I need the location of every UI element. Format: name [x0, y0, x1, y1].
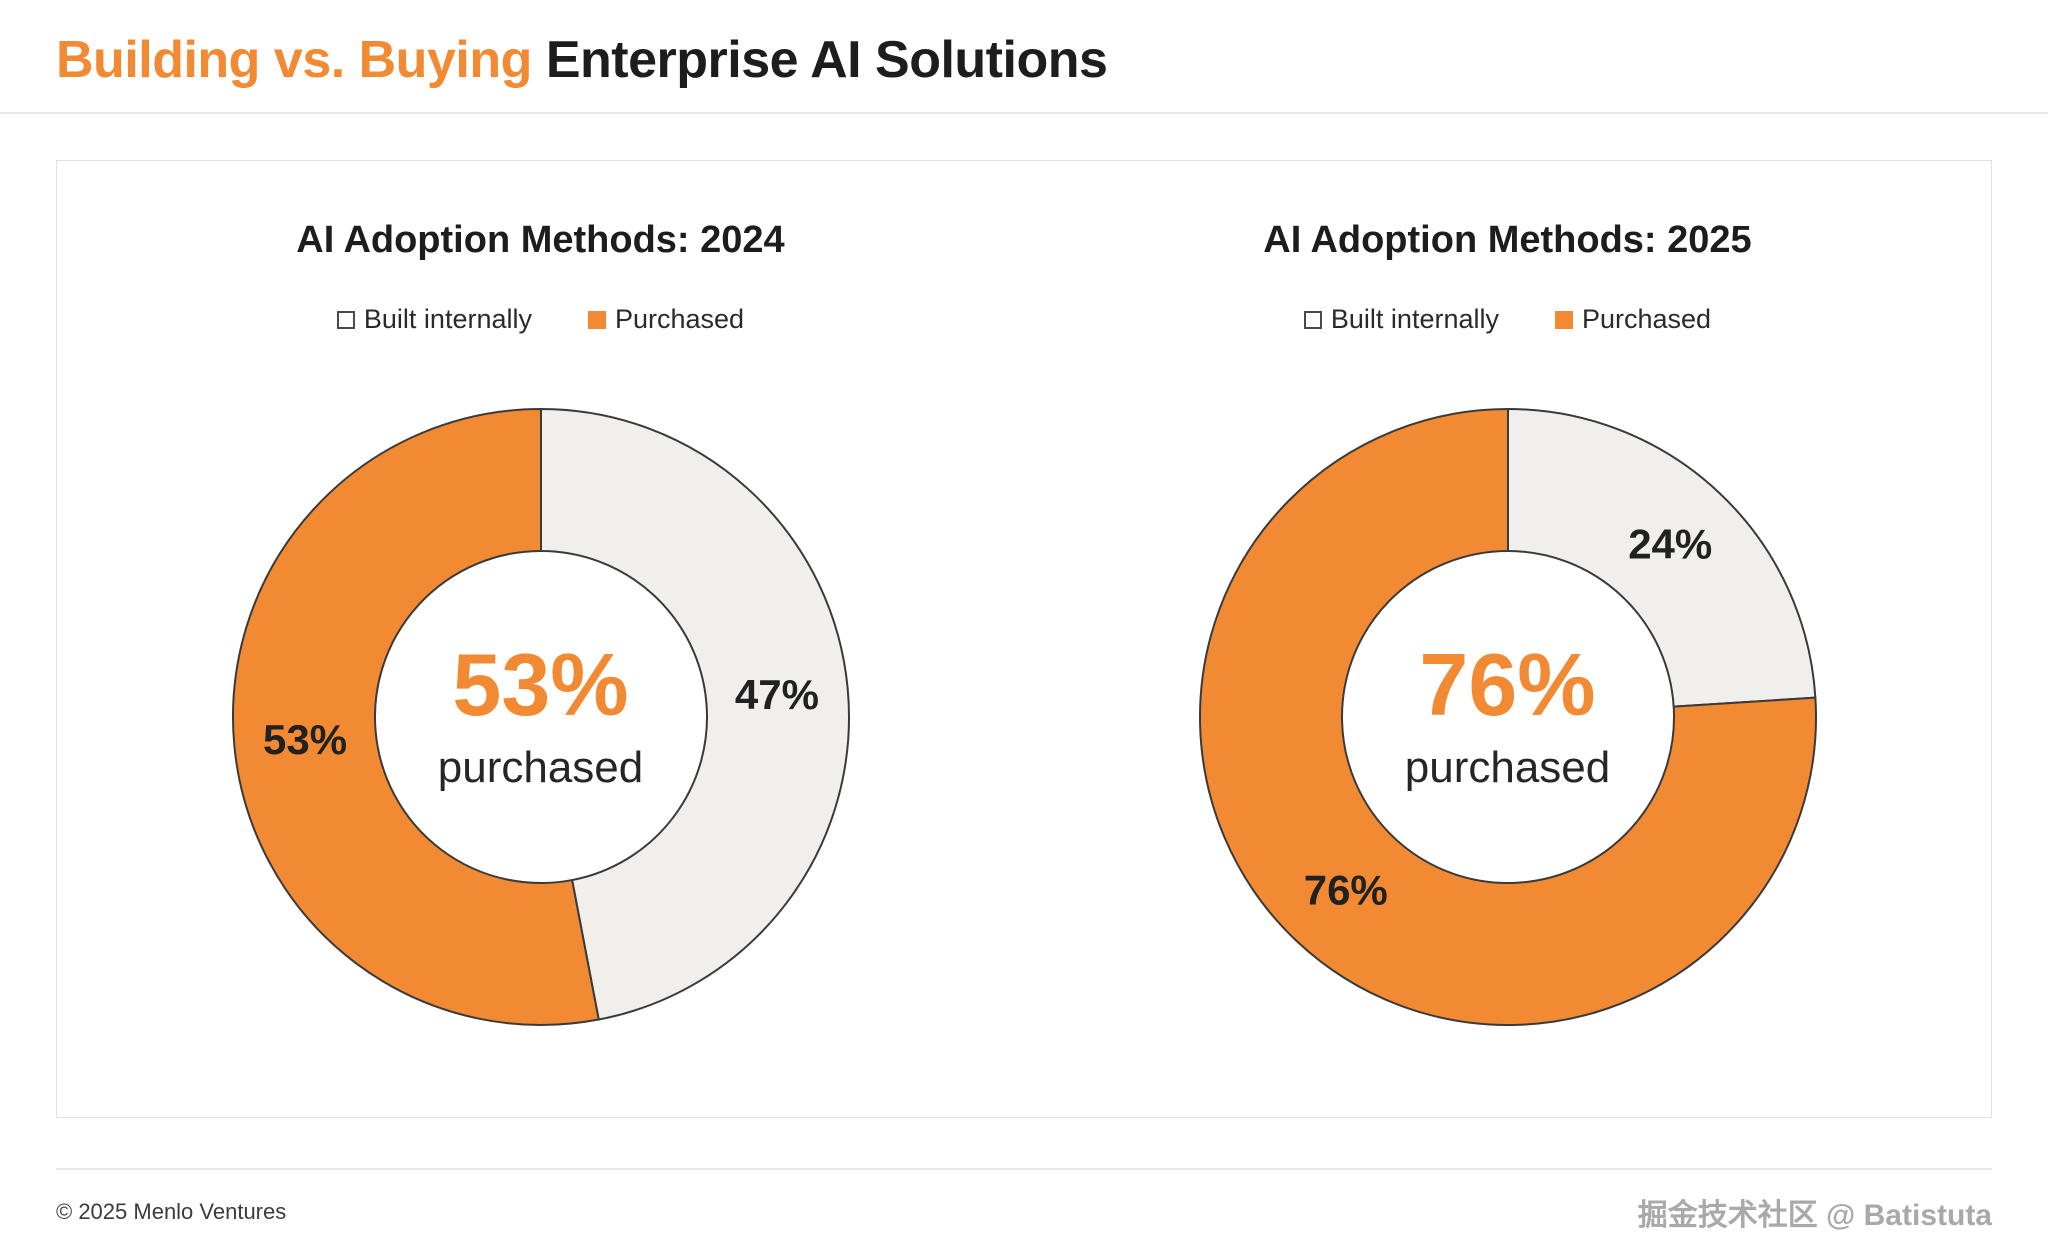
legend-2024: Built internally Purchased: [336, 304, 745, 335]
legend-item-purchased: Purchased: [1554, 304, 1712, 335]
donut-chart-2024: 47% 53% 53% purchased: [221, 397, 861, 1037]
chart-title-2025: AI Adoption Methods: 2025: [1263, 219, 1752, 261]
slice-label-built-internally: 47%: [734, 671, 818, 718]
legend-item-built-internally: Built internally: [336, 304, 532, 335]
legend-swatch-purchased-icon: [1554, 310, 1573, 329]
legend-label-built: Built internally: [1330, 304, 1499, 334]
slice-label-purchased: 76%: [1303, 866, 1387, 913]
legend-item-purchased: Purchased: [587, 304, 745, 335]
donut-chart-2025: 24% 76% 76% purchased: [1188, 397, 1828, 1037]
legend-label-purchased: Purchased: [614, 304, 745, 334]
legend-swatch-built-icon: [1303, 310, 1322, 329]
page-header: Building vs. Buying Enterprise AI Solutio…: [0, 0, 2048, 114]
legend-2025: Built internally Purchased: [1303, 304, 1712, 335]
copyright-text: © 2025 Menlo Ventures: [56, 1199, 287, 1224]
chart-column-2025: AI Adoption Methods: 2025 Built internal…: [1024, 161, 1991, 1117]
watermark-text: 掘金技术社区 @ Batistuta: [1637, 1199, 1992, 1232]
donut-segment-built-internally: [539, 408, 850, 1021]
donut-segment-purchased: [1198, 408, 1817, 1026]
legend-label-built: Built internally: [363, 304, 532, 334]
donut-svg-2025: 24% 76%: [1198, 408, 1817, 1026]
legend-label-purchased: Purchased: [1581, 304, 1712, 334]
slice-label-built-internally: 24%: [1628, 521, 1712, 568]
legend-swatch-built-icon: [336, 310, 355, 329]
chart-card: AI Adoption Methods: 2024 Built internal…: [56, 160, 1992, 1118]
legend-item-built-internally: Built internally: [1303, 304, 1499, 335]
donut-segment-built-internally: [1506, 408, 1816, 708]
chart-column-2024: AI Adoption Methods: 2024 Built internal…: [57, 161, 1024, 1117]
slice-label-purchased: 53%: [263, 716, 347, 763]
legend-swatch-purchased-icon: [587, 310, 606, 329]
donut-segment-purchased: [231, 408, 600, 1026]
page-footer: © 2025 Menlo Ventures 掘金技术社区 @ Batistuta: [56, 1168, 1992, 1234]
page-title-rest: Enterprise AI Solutions: [545, 31, 1108, 89]
page-title: Building vs. Buying Enterprise AI Solutio…: [56, 30, 1992, 90]
donut-svg-2024: 47% 53%: [231, 408, 850, 1026]
page-title-highlight: Building vs. Buying: [56, 31, 532, 89]
chart-title-2024: AI Adoption Methods: 2024: [296, 219, 785, 261]
